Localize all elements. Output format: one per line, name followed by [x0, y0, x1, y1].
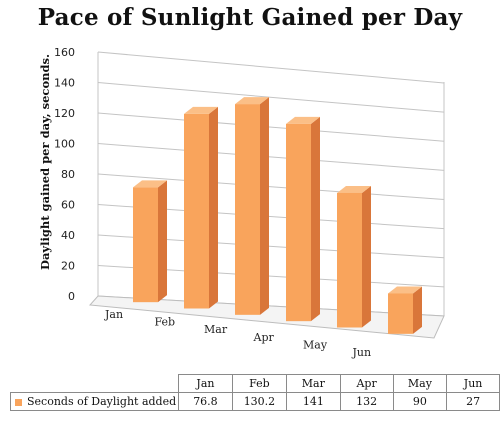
bar-front — [286, 123, 311, 322]
bar-side — [362, 185, 371, 328]
data-table: Jan Feb Mar Apr May Jun Seconds of Dayli… — [9, 374, 500, 411]
bar-jan — [133, 180, 167, 303]
bar-front — [235, 104, 260, 315]
table-value-cell: 90 — [392, 392, 448, 411]
y-tick-label: 120 — [54, 107, 75, 120]
table-header-cell: Jan — [178, 374, 233, 393]
table-corner-cell — [10, 374, 180, 393]
table-value-cell: 141 — [286, 392, 341, 411]
bar-may — [337, 185, 371, 328]
bar-side — [209, 106, 218, 309]
bar-top — [235, 97, 269, 105]
gridline — [97, 173, 445, 200]
bar-mar — [235, 97, 269, 315]
x-tick-label: Apr — [253, 331, 275, 344]
table-header-cell: Apr — [339, 374, 394, 393]
bar-front — [133, 187, 158, 303]
y-tick-label: 160 — [54, 46, 75, 59]
bar-front — [337, 192, 362, 328]
x-tick-label: Jan — [104, 308, 123, 321]
bar-jun — [388, 286, 422, 334]
gridline — [97, 82, 445, 113]
bar-side — [260, 97, 269, 315]
legend-swatch — [15, 398, 22, 406]
table-value-cell: 132 — [339, 392, 394, 411]
bar-top — [184, 106, 218, 114]
bar-feb — [184, 106, 218, 309]
bar-top — [337, 185, 371, 193]
gridline — [97, 143, 445, 171]
table-value-cell: 130.2 — [231, 392, 288, 411]
y-tick-label: 60 — [61, 199, 75, 212]
y-tick-label: 20 — [61, 260, 75, 273]
bar-top — [133, 180, 167, 188]
x-tick-label: Feb — [155, 316, 176, 329]
x-tick-label: May — [303, 338, 328, 351]
gridline — [97, 112, 445, 142]
table-header-cell: Jun — [446, 374, 500, 393]
bar-side — [311, 116, 320, 322]
y-tick-label: 40 — [61, 229, 75, 242]
label-layer: 0 20 40 60 80 100 120 140 160 Jan Feb Mar Apr May Jun — [54, 46, 371, 359]
bar-front — [184, 113, 209, 309]
bar-top — [388, 286, 422, 294]
table-header-cell: May — [392, 374, 448, 393]
chart-title: Pace of Sunlight Gained per Day — [37, 4, 463, 31]
y-tick-label: 80 — [61, 168, 75, 181]
table-value-cell: 76.8 — [178, 392, 233, 411]
legend-entry: Seconds of Daylight added — [9, 392, 180, 411]
y-tick-label: 100 — [54, 138, 75, 151]
bar-top — [286, 116, 320, 124]
bar-apr — [286, 116, 320, 322]
y-tick-label: 0 — [68, 290, 75, 303]
x-tick-label: Mar — [204, 323, 228, 336]
gridline — [97, 51, 445, 84]
table-row: Seconds of Daylight added 76.8 130.2 141… — [9, 392, 500, 411]
y-tick-label: 140 — [54, 77, 75, 90]
bar-side — [413, 286, 422, 334]
table-value-cell: 27 — [446, 392, 500, 411]
x-tick-label: Jun — [352, 346, 372, 359]
table-header-row: Jan Feb Mar Apr May Jun — [10, 374, 500, 393]
bar-front — [388, 293, 413, 334]
bar-side — [158, 180, 167, 303]
legend-label: Seconds of Daylight added — [27, 395, 177, 408]
table-header-cell: Mar — [286, 374, 341, 393]
bar-layer — [133, 97, 422, 334]
table-header-cell: Feb — [231, 374, 288, 393]
